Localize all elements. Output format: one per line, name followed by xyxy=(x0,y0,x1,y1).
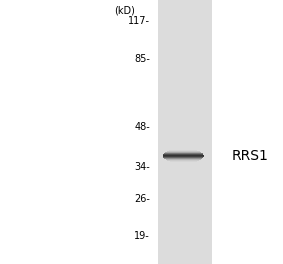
Text: 26-: 26- xyxy=(134,194,150,204)
Text: 85-: 85- xyxy=(134,54,150,64)
Text: RRS1: RRS1 xyxy=(232,149,269,163)
Text: (kD): (kD) xyxy=(114,6,135,16)
Text: 19-: 19- xyxy=(134,231,150,241)
Text: 48-: 48- xyxy=(134,121,150,131)
Text: 34-: 34- xyxy=(134,162,150,172)
Text: 117-: 117- xyxy=(128,16,150,26)
